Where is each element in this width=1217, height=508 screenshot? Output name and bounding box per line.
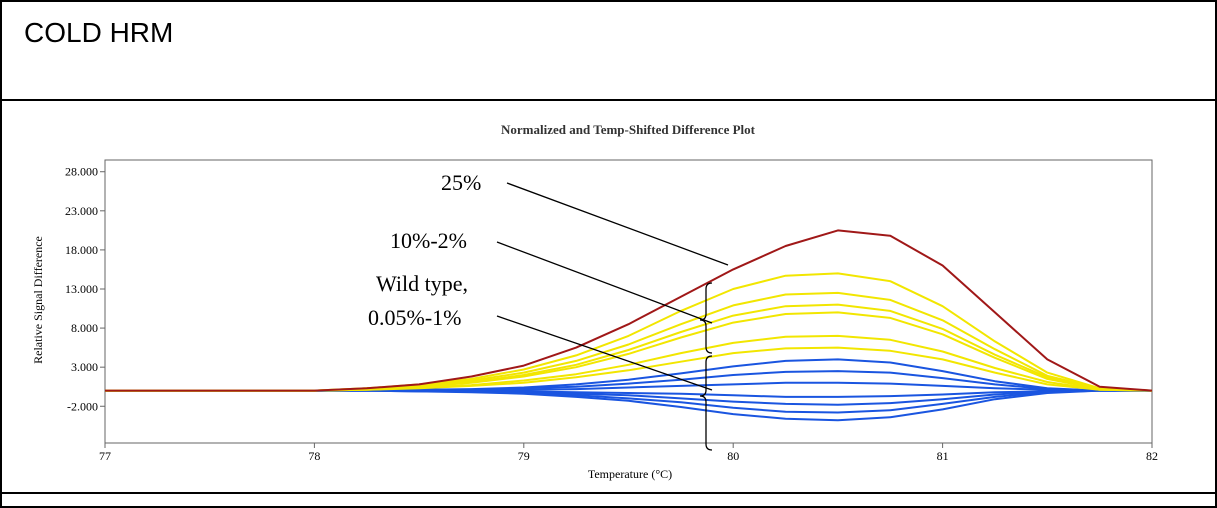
x-axis-label: Temperature (°C) bbox=[588, 467, 672, 481]
y-tick-label: 8.000 bbox=[71, 321, 98, 335]
chart-title: Normalized and Temp-Shifted Difference P… bbox=[501, 122, 756, 137]
y-tick-label: 18.000 bbox=[65, 243, 98, 257]
y-tick-label: 3.000 bbox=[71, 360, 98, 374]
x-tick-label: 82 bbox=[1146, 449, 1158, 463]
x-tick-label: 79 bbox=[518, 449, 530, 463]
x-tick-label: 81 bbox=[937, 449, 949, 463]
y-tick-label: -2.000 bbox=[67, 399, 98, 413]
annotation: Wild type, bbox=[376, 271, 468, 296]
header-title: COLD HRM bbox=[24, 17, 173, 48]
y-axis-label: Relative Signal Difference bbox=[31, 236, 45, 364]
annotation-pointer bbox=[496, 241, 713, 324]
annotation: 10%-2% bbox=[390, 228, 467, 253]
series-line bbox=[105, 303, 1153, 392]
series-line bbox=[105, 229, 1153, 392]
plot: -2.000 3.000 8.000 13.000 18.000 23.000 28.000… bbox=[65, 165, 1158, 463]
annotation-pointer bbox=[496, 315, 713, 391]
annotation-pointer bbox=[506, 182, 729, 266]
annotation: 25% bbox=[441, 170, 481, 195]
annotations: 25% 10%-2% Wild type, 0.05%-1% bbox=[368, 170, 729, 451]
y-tick-label: 13.000 bbox=[65, 282, 98, 296]
x-tick-label: 80 bbox=[727, 449, 739, 463]
x-tick-label: 77 bbox=[99, 449, 111, 463]
y-tick-label: 28.000 bbox=[65, 165, 98, 179]
brace bbox=[699, 282, 713, 354]
y-tick-label: 23.000 bbox=[65, 204, 98, 218]
annotation: 0.05%-1% bbox=[368, 305, 461, 330]
plot-area bbox=[104, 159, 1153, 444]
brace bbox=[699, 355, 713, 451]
x-tick-label: 78 bbox=[308, 449, 320, 463]
